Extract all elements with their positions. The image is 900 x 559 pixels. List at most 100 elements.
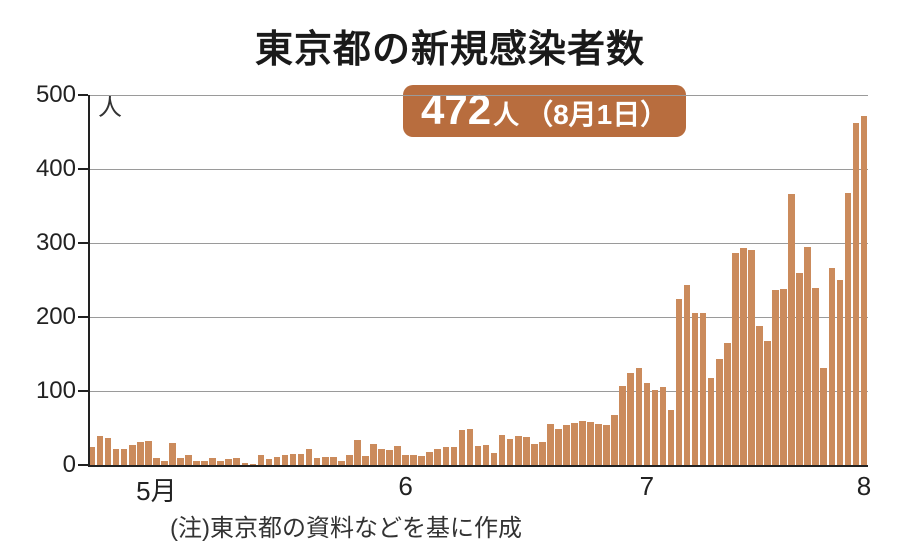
bar bbox=[547, 424, 554, 465]
bar bbox=[523, 437, 530, 465]
bar bbox=[531, 444, 538, 465]
bar bbox=[137, 442, 144, 465]
bar bbox=[732, 253, 739, 465]
bar bbox=[177, 458, 184, 465]
bar bbox=[451, 447, 458, 465]
y-tick-mark bbox=[78, 390, 88, 392]
y-tick-mark bbox=[78, 168, 88, 170]
bar bbox=[684, 285, 691, 465]
bar bbox=[418, 456, 425, 465]
bar bbox=[113, 449, 120, 465]
bar bbox=[258, 455, 265, 465]
bar bbox=[829, 268, 836, 465]
bar bbox=[571, 423, 578, 465]
bar bbox=[97, 436, 104, 465]
bar bbox=[861, 116, 868, 465]
x-tick-label: 7 bbox=[640, 471, 654, 502]
y-tick-label: 400 bbox=[16, 155, 76, 183]
bar bbox=[467, 429, 474, 465]
bar bbox=[708, 378, 715, 465]
bar bbox=[491, 453, 498, 465]
bar bbox=[796, 273, 803, 465]
bar bbox=[820, 368, 827, 465]
bar bbox=[748, 250, 755, 465]
bar bbox=[185, 455, 192, 465]
bar bbox=[595, 424, 602, 465]
grid-line bbox=[88, 243, 868, 244]
bar bbox=[603, 425, 610, 465]
grid-line bbox=[88, 95, 868, 96]
bar bbox=[764, 341, 771, 465]
bar bbox=[282, 455, 289, 465]
y-tick-label: 0 bbox=[16, 451, 76, 479]
bar bbox=[346, 455, 353, 465]
bar bbox=[636, 368, 643, 465]
bar bbox=[129, 445, 136, 465]
bar bbox=[507, 439, 514, 465]
grid-line bbox=[88, 169, 868, 170]
bar bbox=[644, 383, 651, 465]
y-tick-mark bbox=[78, 94, 88, 96]
bar bbox=[306, 449, 313, 465]
bar bbox=[290, 454, 297, 465]
bar bbox=[314, 458, 321, 465]
bar bbox=[619, 386, 626, 465]
bar bbox=[563, 425, 570, 465]
bar bbox=[298, 454, 305, 465]
bar bbox=[652, 390, 659, 465]
bar bbox=[660, 387, 667, 465]
bar bbox=[539, 442, 546, 465]
footnote: (注)東京都の資料などを基に作成 bbox=[170, 508, 522, 543]
bar bbox=[426, 452, 433, 465]
bar bbox=[780, 289, 787, 465]
y-tick-label: 100 bbox=[16, 377, 76, 405]
bar bbox=[499, 435, 506, 465]
bar bbox=[716, 359, 723, 465]
bar bbox=[434, 449, 441, 465]
bar bbox=[410, 455, 417, 465]
bar bbox=[394, 446, 401, 465]
bar bbox=[153, 458, 160, 465]
bar bbox=[692, 313, 699, 465]
bar bbox=[579, 421, 586, 465]
y-tick-mark bbox=[78, 316, 88, 318]
bar bbox=[611, 415, 618, 465]
x-tick-label: 6 bbox=[398, 471, 412, 502]
bar bbox=[233, 458, 240, 465]
bar bbox=[845, 193, 852, 465]
bar bbox=[756, 326, 763, 465]
bar bbox=[354, 440, 361, 465]
bar bbox=[676, 299, 683, 465]
bar bbox=[402, 455, 409, 465]
y-tick-mark bbox=[78, 242, 88, 244]
bar bbox=[378, 449, 385, 465]
y-tick-label: 200 bbox=[16, 303, 76, 331]
y-tick-label: 300 bbox=[16, 229, 76, 257]
x-tick-label: 5月 bbox=[136, 471, 176, 508]
y-tick-label: 500 bbox=[16, 81, 76, 109]
bar bbox=[121, 449, 128, 465]
bar bbox=[740, 248, 747, 465]
bar bbox=[105, 438, 112, 465]
bar bbox=[459, 430, 466, 465]
bar bbox=[330, 457, 337, 465]
bar bbox=[812, 288, 819, 465]
bar bbox=[837, 280, 844, 465]
bar bbox=[362, 456, 369, 465]
bar bbox=[386, 450, 393, 465]
plot-area bbox=[88, 95, 868, 465]
x-tick-label: 8 bbox=[857, 471, 871, 502]
bar bbox=[724, 343, 731, 465]
bar bbox=[443, 447, 450, 466]
chart-container: 東京都の新規感染者数 人 472 人 （8月1日） (注)東京都の資料などを基に… bbox=[0, 0, 900, 559]
bar bbox=[483, 445, 490, 465]
chart-title: 東京都の新規感染者数 bbox=[0, 18, 900, 73]
bar bbox=[274, 457, 281, 465]
bar bbox=[169, 443, 176, 465]
y-axis bbox=[88, 95, 90, 465]
bar bbox=[555, 429, 562, 465]
bar bbox=[370, 444, 377, 465]
bar bbox=[475, 446, 482, 465]
bar bbox=[627, 373, 634, 465]
bar bbox=[804, 247, 811, 465]
